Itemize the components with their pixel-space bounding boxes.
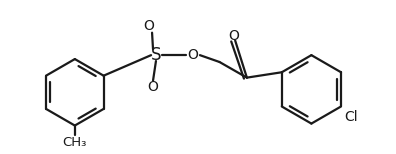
Text: O: O	[188, 48, 198, 62]
Text: Cl: Cl	[344, 110, 358, 124]
Text: S: S	[151, 46, 161, 64]
Text: O: O	[228, 29, 239, 43]
Text: O: O	[148, 80, 158, 94]
Text: CH₃: CH₃	[63, 136, 87, 149]
Text: O: O	[144, 19, 154, 33]
